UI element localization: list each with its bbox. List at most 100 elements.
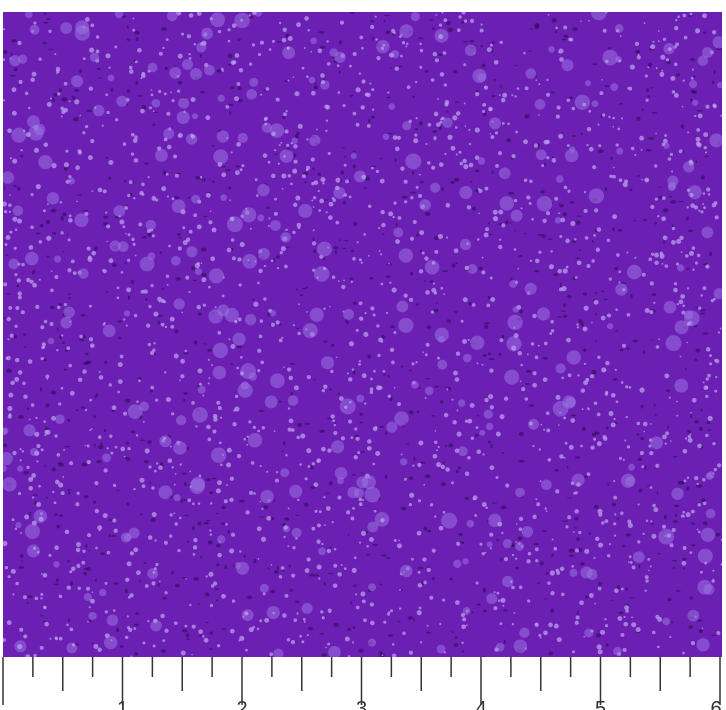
light-speckle <box>459 161 464 166</box>
light-speckle <box>700 294 703 297</box>
light-speckle <box>462 617 467 622</box>
light-speckle <box>440 286 444 290</box>
light-speckle <box>542 218 547 223</box>
light-speckle <box>627 519 632 524</box>
light-speckle <box>602 49 619 66</box>
light-speckle <box>82 549 86 553</box>
light-speckle <box>702 203 705 206</box>
light-speckle <box>285 453 288 457</box>
light-speckle <box>152 644 156 648</box>
light-speckle <box>295 537 298 540</box>
light-speckle <box>502 604 505 607</box>
light-speckle <box>274 197 278 201</box>
light-speckle <box>466 205 472 210</box>
dark-speckle <box>617 585 620 590</box>
light-speckle <box>660 54 666 60</box>
light-speckle <box>310 50 313 53</box>
light-speckle <box>328 215 333 220</box>
light-speckle <box>237 132 248 144</box>
light-speckle <box>370 377 373 381</box>
light-speckle <box>363 331 369 337</box>
light-speckle <box>219 416 223 419</box>
dark-speckle <box>124 398 131 403</box>
light-speckle <box>604 519 609 524</box>
light-speckle <box>43 605 47 610</box>
light-speckle <box>548 46 555 53</box>
dark-speckle <box>474 169 480 173</box>
light-speckle <box>613 479 616 483</box>
light-speckle <box>406 42 409 46</box>
light-speckle <box>456 409 459 412</box>
dark-speckle <box>695 348 701 353</box>
light-speckle <box>138 379 141 383</box>
light-speckle <box>582 326 588 332</box>
light-speckle <box>498 167 511 180</box>
dark-speckle <box>501 452 505 454</box>
light-speckle <box>304 16 309 21</box>
light-speckle <box>270 322 275 327</box>
light-speckle <box>584 548 590 554</box>
dark-speckle <box>493 78 496 82</box>
light-speckle <box>511 345 517 351</box>
light-speckle <box>253 301 259 307</box>
light-speckle <box>150 385 155 390</box>
dark-speckle <box>400 365 404 368</box>
dark-speckle <box>382 233 385 236</box>
light-speckle <box>139 477 145 483</box>
dark-speckle <box>48 48 54 50</box>
dark-speckle <box>44 578 46 581</box>
light-speckle <box>238 639 241 642</box>
dark-speckle <box>93 246 98 251</box>
light-speckle <box>60 115 63 118</box>
light-speckle <box>217 162 223 167</box>
light-speckle <box>693 205 699 210</box>
light-speckle <box>150 283 154 288</box>
light-speckle <box>586 143 589 147</box>
light-speckle <box>325 506 331 511</box>
dark-speckle <box>276 255 280 259</box>
light-speckle <box>634 41 640 46</box>
light-speckle <box>155 562 159 567</box>
dark-speckle <box>591 370 597 375</box>
light-speckle <box>661 216 667 222</box>
light-speckle <box>94 508 100 514</box>
light-speckle <box>682 448 688 454</box>
light-speckle <box>498 151 503 156</box>
light-speckle <box>498 244 503 250</box>
light-speckle <box>119 219 125 225</box>
dark-speckle <box>141 236 147 239</box>
dark-speckle <box>349 277 354 280</box>
light-speckle <box>567 515 572 520</box>
light-speckle <box>408 650 414 655</box>
light-speckle <box>600 629 606 635</box>
light-speckle <box>273 430 276 433</box>
light-speckle <box>488 394 494 400</box>
light-speckle <box>467 455 471 460</box>
light-speckle <box>279 149 294 163</box>
light-speckle <box>191 653 193 656</box>
light-speckle <box>102 324 116 338</box>
light-speckle <box>507 314 523 331</box>
dark-speckle <box>32 494 38 496</box>
dark-speckle <box>66 489 72 491</box>
dark-speckle <box>147 232 153 237</box>
dark-speckle <box>454 310 458 314</box>
dark-speckle <box>111 263 117 267</box>
light-speckle <box>231 256 236 261</box>
light-speckle <box>676 302 679 306</box>
light-speckle <box>389 347 395 353</box>
light-speckle <box>173 621 178 625</box>
light-speckle <box>526 559 531 564</box>
light-speckle <box>438 525 444 531</box>
dark-speckle <box>603 298 609 301</box>
light-speckle <box>451 481 455 485</box>
light-speckle <box>89 52 100 63</box>
light-speckle <box>517 351 523 356</box>
light-speckle <box>202 394 205 397</box>
light-speckle <box>284 229 287 231</box>
light-speckle <box>373 509 377 513</box>
light-speckle <box>38 155 53 170</box>
dark-speckle <box>700 175 705 180</box>
dark-speckle <box>338 239 341 242</box>
light-speckle <box>654 260 659 266</box>
